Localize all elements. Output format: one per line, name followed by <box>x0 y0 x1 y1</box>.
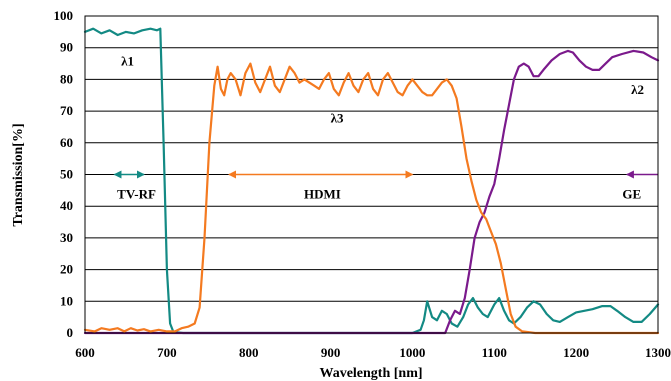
annotations: λ1 λ2 λ3 TV-RF HDMI GE <box>117 53 644 201</box>
x-axis-title: Wavelength [nm] <box>319 366 422 381</box>
series-line-3 <box>83 62 660 335</box>
y-tick-label: 30 <box>60 230 73 245</box>
y-tick-label: 100 <box>54 8 74 23</box>
series-lines <box>83 27 660 335</box>
y-tick-label: 90 <box>60 40 73 55</box>
series-line-2 <box>83 49 660 335</box>
annotation-label: λ1 <box>121 53 134 68</box>
annotation-label: TV-RF <box>117 187 156 202</box>
x-tick-label: 1200 <box>563 345 589 360</box>
x-tick-label: 1300 <box>645 345 671 360</box>
series-line-1 <box>83 27 660 335</box>
annotation-label: HDMI <box>304 187 341 202</box>
y-tick-label: 20 <box>60 262 73 277</box>
annotation-label: λ3 <box>331 110 344 125</box>
y-tick-label: 50 <box>60 167 73 182</box>
annotation-label: GE <box>622 187 641 202</box>
plot-frame <box>84 15 659 334</box>
y-tick-label: 60 <box>60 135 73 150</box>
x-tick-label: 800 <box>239 345 259 360</box>
y-tick-label: 0 <box>67 325 74 340</box>
y-tick-label: 70 <box>60 103 73 118</box>
x-tick-label: 700 <box>157 345 177 360</box>
x-tick-label: 900 <box>321 345 341 360</box>
y-tick-label: 40 <box>60 198 73 213</box>
annotation-label: λ2 <box>631 82 644 97</box>
y-tick-label: 10 <box>60 293 73 308</box>
x-tick-label: 600 <box>75 345 95 360</box>
x-tick-label: 1000 <box>399 345 425 360</box>
y-axis-title: Transmission[%] <box>11 123 26 226</box>
y-tick-label: 80 <box>60 71 73 86</box>
tick-labels: 0 10 20 30 40 50 60 70 80 90 100 600 700 800 900 1000 11… <box>54 8 671 360</box>
x-tick-label: 1100 <box>482 345 507 360</box>
